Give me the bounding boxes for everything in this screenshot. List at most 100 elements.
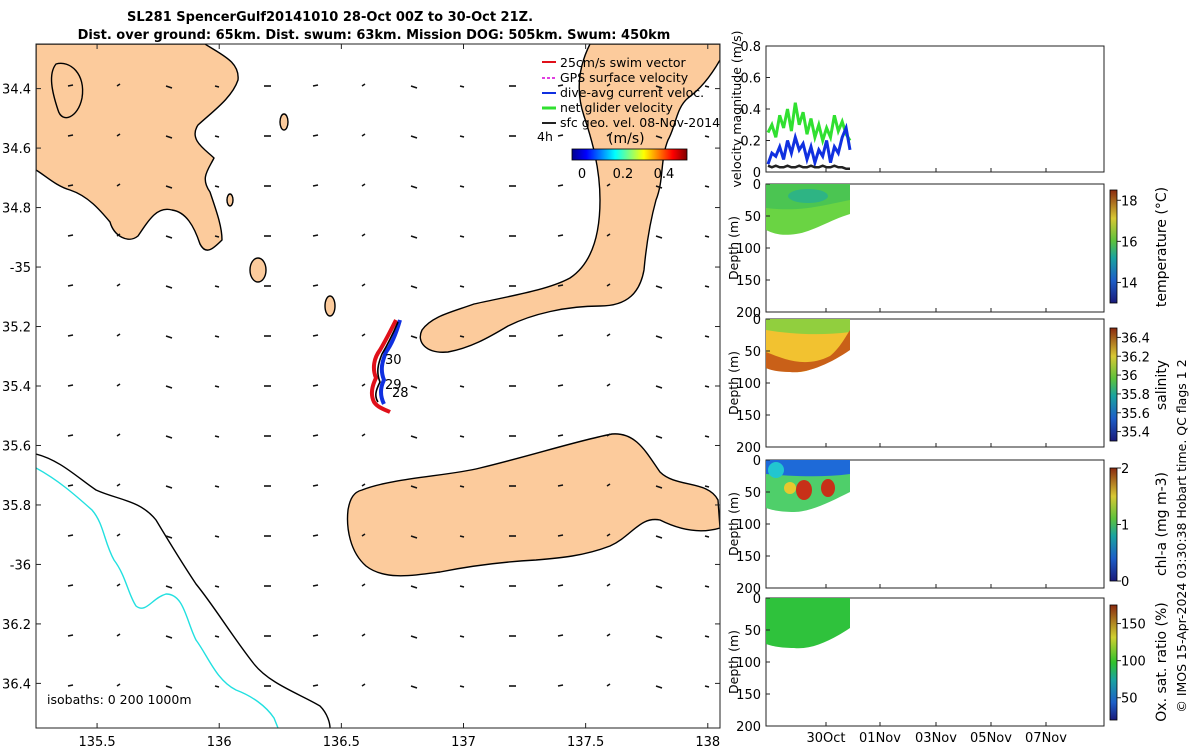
vector-mark: [312, 434, 319, 437]
vector-mark: [655, 635, 663, 639]
map-xtick-4: 137.5: [567, 735, 604, 750]
salinity-panel: Depth (m) 0 50 100 150 200: [726, 313, 1105, 456]
isobath-200: [36, 453, 331, 728]
vector-mark: [410, 535, 418, 539]
vector-mark: [165, 235, 173, 239]
vector-mark: [116, 333, 121, 337]
vector-mark: [67, 634, 74, 637]
land-islet-4: [226, 193, 234, 207]
chla-surface: [766, 460, 850, 477]
temperature-patch: [788, 189, 828, 203]
vector-mark: [361, 583, 366, 587]
vector-mark: [214, 185, 220, 188]
vector-mark: [410, 235, 418, 239]
depth-tick-0: 0: [753, 592, 761, 607]
time-tick-4: 07Nov: [1025, 731, 1067, 746]
legend-net: net glider velocity: [560, 100, 674, 115]
vector-mark: [606, 533, 611, 537]
vector-mark: [67, 84, 74, 87]
vector-mark: [312, 134, 319, 137]
credit-text: © IMOS 15-Apr-2024 03:30:38 Hobart time.…: [1174, 359, 1189, 712]
oxygen-ylabel: Depth (m): [726, 630, 741, 694]
colorbar-tick-4-2: 2: [1121, 462, 1129, 477]
vector-mark: [214, 385, 220, 388]
chla-panel: Depth (m) 0 50 100 150 200: [726, 454, 1105, 597]
vector-mark: [410, 285, 418, 289]
depth-tick-1: 50: [744, 624, 761, 639]
colorbar-tick-4-1: 1: [1121, 519, 1129, 534]
oxygen-panel: Depth (m) 0 50 100 150 200: [726, 592, 1105, 735]
vector-mark: [67, 284, 74, 287]
vector-mark: [606, 683, 611, 687]
vector-mark: [214, 435, 220, 438]
vector-mark: [312, 84, 319, 87]
vector-mark: [557, 334, 564, 337]
map-ytick-3: -35: [10, 261, 31, 276]
vector-mark: [361, 333, 366, 337]
vector-mark: [165, 635, 173, 639]
vector-mark: [606, 633, 611, 637]
velocity-ytick-1: 0.2: [740, 135, 761, 150]
isobaths-note: isobaths: 0 200 1000m: [47, 692, 192, 707]
legend-gps: GPS surface velocity: [560, 70, 689, 85]
vector-mark: [606, 233, 611, 237]
vector-mark: [655, 85, 663, 89]
velocity-series: [766, 102, 852, 171]
map-xtick-2: 136.5: [323, 735, 360, 750]
colorbar-tick-2-1: 16: [1121, 235, 1138, 250]
vector-mark: [704, 535, 710, 538]
depth-tick-3: 150: [736, 409, 761, 424]
vector-mark: [606, 383, 611, 387]
vector-mark: [361, 383, 366, 387]
salinity-cblabel: salinity: [1154, 360, 1170, 410]
velocity-series-1: [766, 122, 852, 169]
glider-track: [369, 319, 402, 414]
colorbar-tick-3-1: 35.6: [1121, 407, 1150, 422]
oxygen-colorbar: [1109, 604, 1118, 721]
vector-mark: [557, 634, 564, 637]
vector-mark: [704, 135, 710, 138]
vector-mark: [410, 85, 418, 89]
vector-mark: [459, 535, 465, 538]
vector-mark: [165, 435, 173, 439]
vector-mark: [459, 335, 465, 338]
map-ytick-0: 34.4: [2, 83, 31, 98]
chla-colorbar: [1109, 467, 1118, 582]
vector-mark: [459, 235, 465, 238]
vector-mark: [459, 485, 465, 488]
vector-mark: [214, 335, 220, 338]
vector-mark: [361, 133, 366, 137]
vector-mark: [655, 335, 663, 339]
vector-mark: [214, 285, 220, 288]
vector-mark: [557, 534, 564, 537]
vector-mark: [165, 335, 173, 339]
vector-mark: [606, 283, 611, 287]
depth-tick-1: 50: [744, 345, 761, 360]
land-kangaroo-island: [346, 433, 720, 577]
colorbar-tick-3-2: 35.8: [1121, 388, 1150, 403]
vector-mark: [655, 185, 663, 189]
land-islet-2: [324, 295, 336, 317]
vector-mark: [410, 335, 418, 339]
vector-mark: [459, 385, 465, 388]
vector-mark: [704, 435, 710, 438]
depth-tick-4: 200: [736, 582, 761, 597]
vector-mark: [459, 85, 465, 88]
vector-mark: [67, 434, 74, 437]
map-ytick-9: 36.2: [2, 618, 31, 633]
depth-tick-4: 200: [736, 441, 761, 456]
vector-mark: [165, 585, 173, 589]
vector-mark: [116, 83, 121, 87]
vector-mark: [214, 685, 220, 688]
vector-mark: [312, 184, 319, 187]
vector-mark: [361, 233, 366, 237]
vector-mark: [165, 135, 173, 139]
vector-mark: [214, 485, 220, 488]
chla-max-1: [796, 480, 812, 500]
salinity-colorbar: [1109, 327, 1118, 442]
vector-mark: [361, 283, 366, 287]
velocity-ytick-4: 0.8: [740, 40, 761, 55]
vector-mark: [214, 585, 220, 588]
depth-tick-2: 100: [736, 242, 761, 257]
